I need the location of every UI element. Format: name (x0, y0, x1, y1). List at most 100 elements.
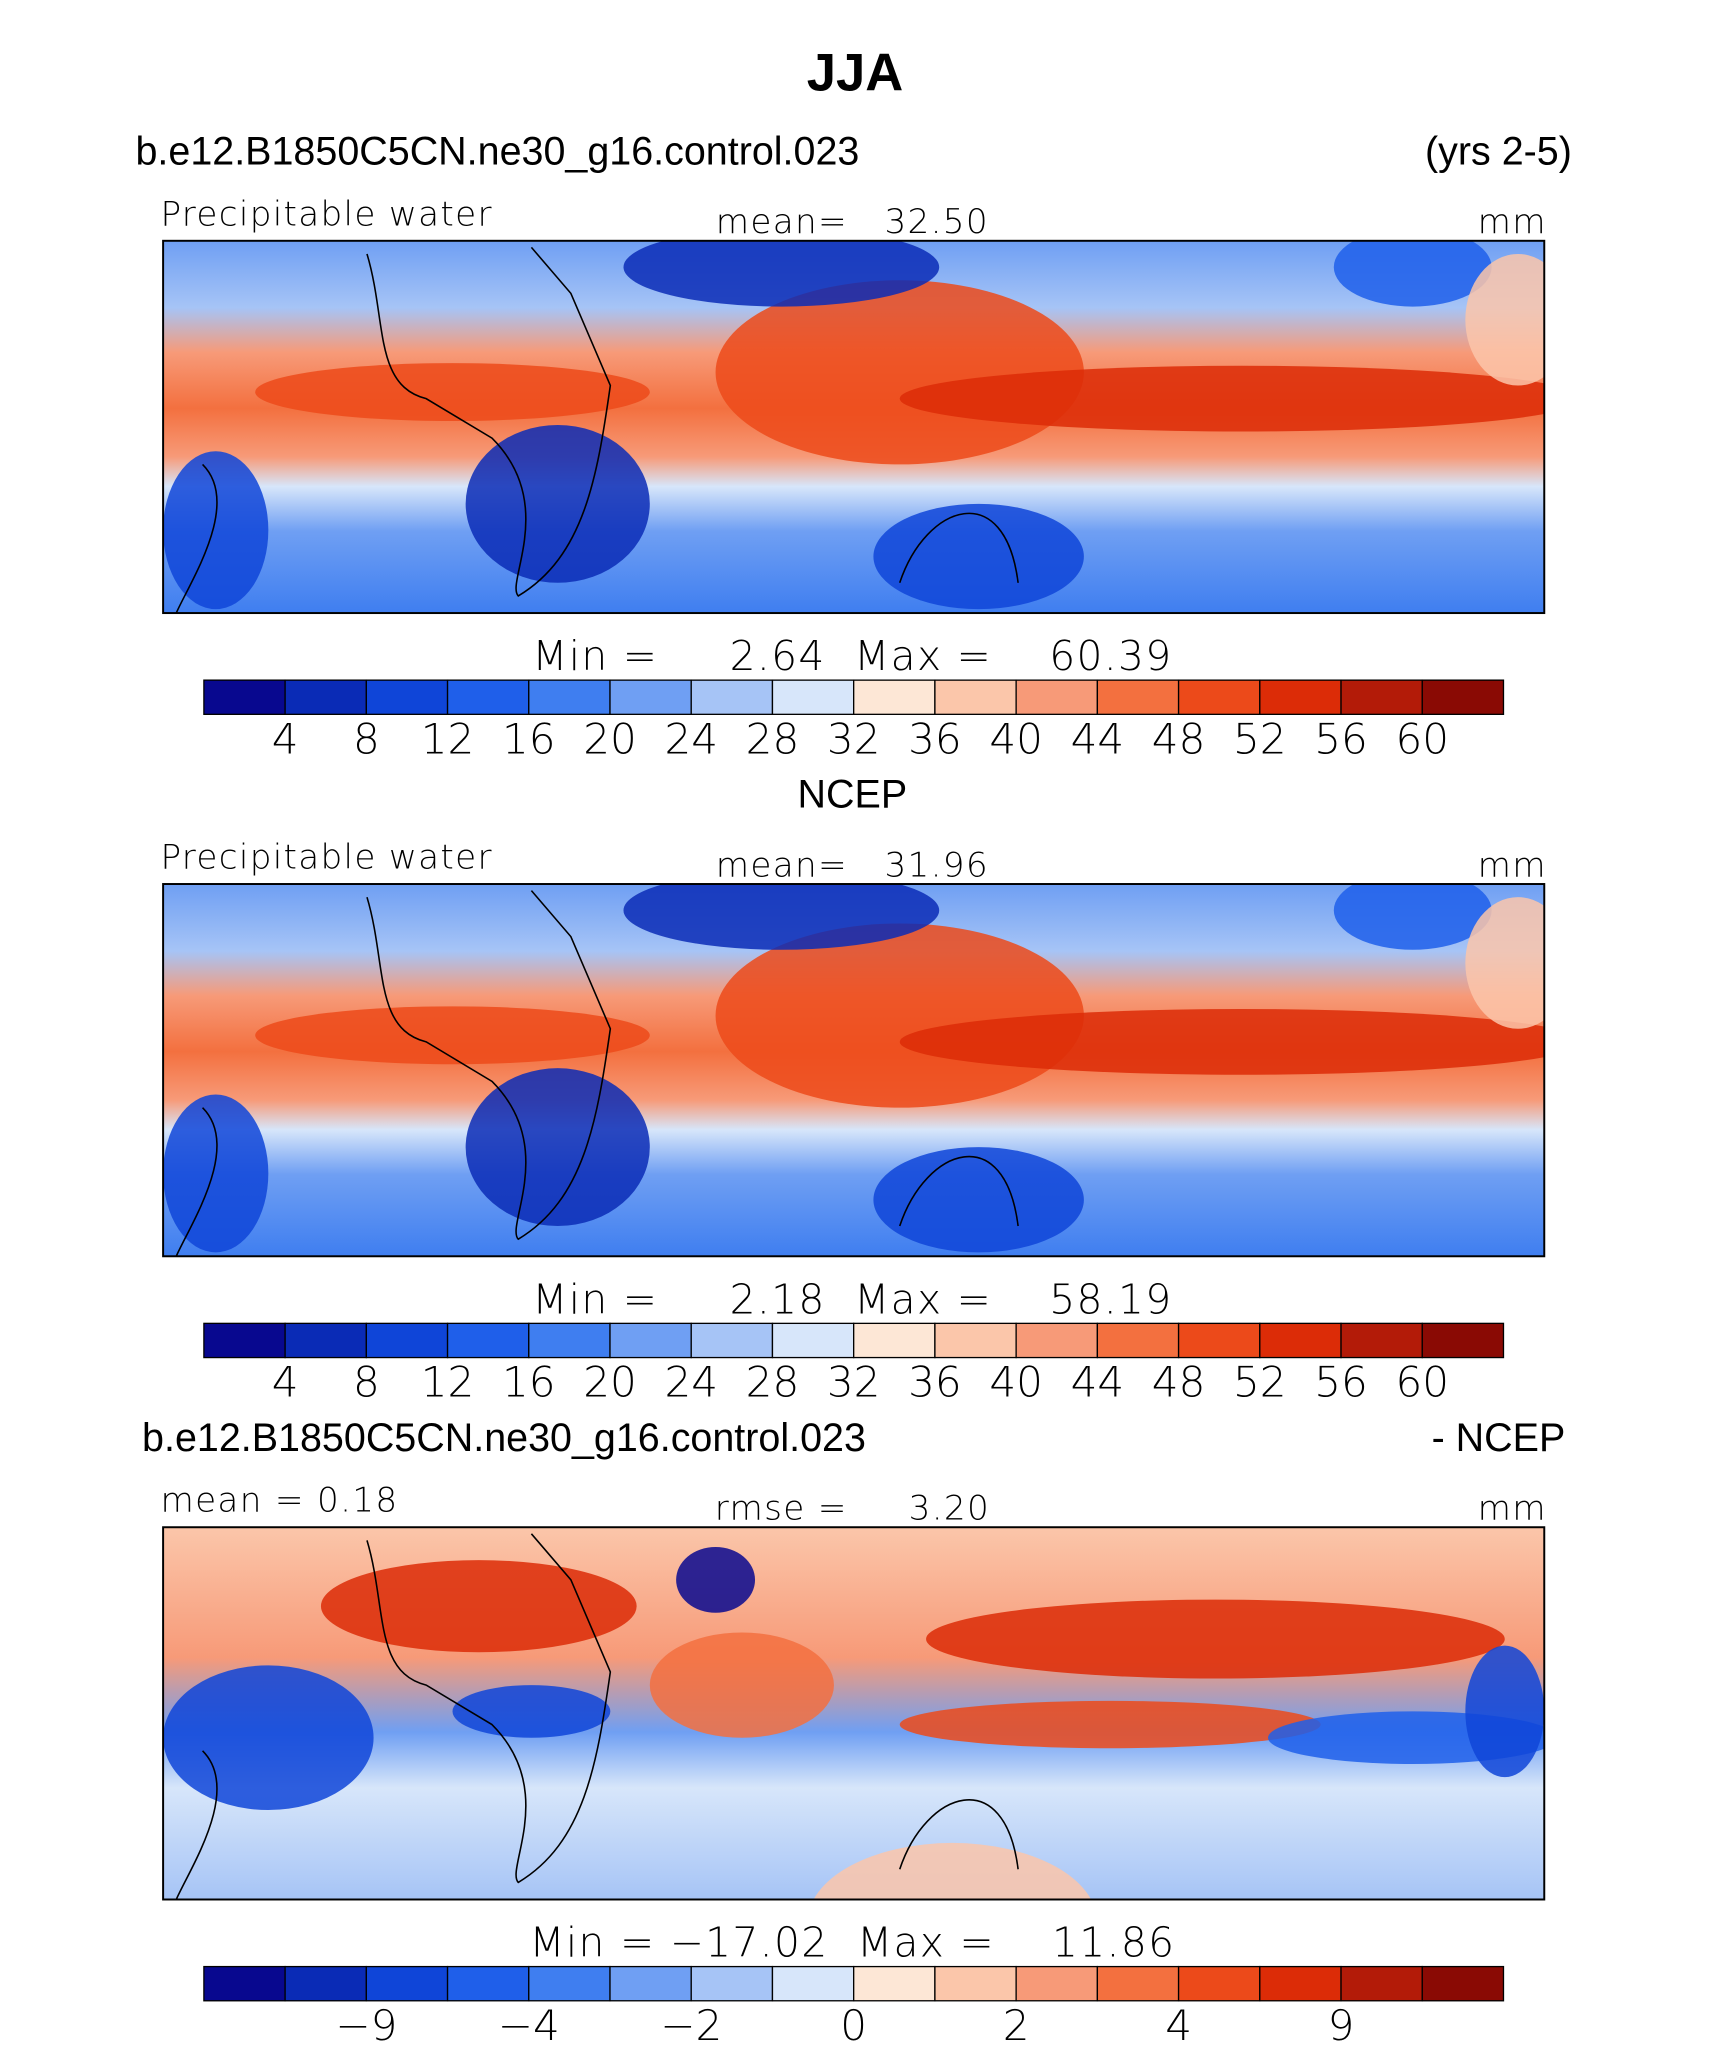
colorbar-box (1421, 1965, 1505, 2002)
left-label: mean = 0.18 (160, 1481, 398, 1521)
colorbar-box (1015, 1965, 1099, 2002)
colorbar-label: 4 (1165, 2001, 1192, 2050)
field-blob (163, 451, 269, 610)
colorbar-box (1259, 679, 1342, 715)
min-max-label: Min = 2.18 Max = 58.19 (532, 1275, 1172, 1323)
colorbar-label: 40 (989, 714, 1043, 763)
colorbar-box (690, 1322, 774, 1359)
field-blob (1333, 884, 1492, 950)
left-label: Precipitable water (160, 194, 492, 234)
colorbar-box (1340, 1965, 1423, 2002)
colorbar-label: 60 (1395, 714, 1449, 763)
colorbar-box (446, 1322, 530, 1359)
field-blob (1465, 1645, 1545, 1778)
field-blob (452, 1685, 611, 1738)
figure-title: JJA (807, 43, 904, 102)
min-max-label: Min = −17.02 Max = 11.86 (529, 1919, 1175, 1967)
colorbar-label: 40 (989, 1358, 1043, 1407)
colorbar-box (690, 1965, 774, 2002)
coastline (175, 1533, 1019, 1900)
center-label: mean= 31.96 (716, 845, 989, 885)
colorbar-label: 36 (908, 1358, 962, 1407)
colorbar-label: 0 (840, 2001, 867, 2050)
field-blob (899, 365, 1545, 432)
field-blob (163, 1665, 374, 1811)
field-blob (873, 503, 1084, 610)
colorbar-label: 16 (502, 714, 556, 763)
colorbar-box (771, 1322, 855, 1359)
colorbar-box (203, 1965, 286, 2002)
colorbar-box (528, 679, 611, 715)
colorbar-label: 12 (421, 1358, 475, 1407)
colorbar-box (1340, 679, 1423, 715)
colorbar-label: 8 (353, 714, 380, 763)
colorbar-box (771, 1965, 855, 2002)
colorbar-box (365, 1322, 449, 1359)
colorbar-label: 2 (1003, 2001, 1030, 2050)
colorbar-box (853, 679, 936, 715)
center-label: mean= 32.50 (716, 202, 989, 242)
colorbar-box (1177, 1965, 1261, 2002)
right-label: mm (1478, 202, 1547, 242)
colorbar-label: 60 (1395, 1358, 1449, 1407)
colorbar-box (446, 1965, 530, 2002)
panel-right-title: (yrs 2-5) (1425, 129, 1572, 173)
colorbar-box (771, 679, 855, 715)
min-max-label: Min = 2.64 Max = 60.39 (532, 632, 1172, 680)
map-frame (162, 883, 1546, 1258)
colorbar-label: 28 (746, 1358, 800, 1407)
center-label: rmse = 3.20 (715, 1489, 990, 1529)
map-field (163, 240, 1545, 614)
colorbar-label: −9 (335, 2001, 397, 2050)
colorbar-box (1259, 1965, 1342, 2002)
map-frame (162, 1526, 1546, 1901)
colorbar-box (1177, 1322, 1261, 1359)
colorbar-label: 52 (1233, 714, 1287, 763)
field-blob (899, 1700, 1321, 1749)
colorbar-box (365, 1965, 449, 2002)
colorbar-label: 56 (1314, 1358, 1368, 1407)
field-blob (1465, 897, 1545, 1029)
field-blob (163, 1094, 269, 1253)
colorbar-label: 4 (272, 1358, 299, 1407)
field-blob (813, 1842, 1092, 1900)
colorbar-label: 56 (1314, 714, 1368, 763)
colorbar-box (934, 1322, 1017, 1359)
colorbar-box (1096, 1965, 1180, 2002)
colorbar-label: −2 (660, 2001, 722, 2050)
field-blob (715, 280, 1084, 465)
map-field (163, 1527, 1545, 1900)
field-blob (1333, 240, 1492, 307)
colorbar-label: 24 (664, 1358, 718, 1407)
colorbar-label: 8 (353, 1358, 380, 1407)
colorbar-box (365, 679, 449, 715)
panel-left-title: b.e12.B1850C5CN.ne30_g16.control.023 (135, 129, 859, 173)
colorbar-box (528, 1322, 611, 1359)
field-blob (255, 363, 650, 422)
colorbar-box (284, 1322, 367, 1359)
panel-right-title: - NCEP (1432, 1416, 1566, 1460)
map-field (163, 884, 1545, 1257)
colorbar-box (1259, 1322, 1342, 1359)
right-label: mm (1478, 1489, 1547, 1529)
colorbar-box (446, 679, 530, 715)
field-blob (676, 1546, 756, 1613)
colorbar-box (1177, 679, 1261, 715)
colorbar-box (203, 679, 286, 715)
colorbar-box (609, 1965, 692, 2002)
field-blob (623, 884, 940, 950)
colorbar-box (934, 679, 1017, 715)
colorbar-box (203, 1322, 286, 1359)
colorbar-label: 32 (827, 714, 881, 763)
colorbar-box (609, 1322, 692, 1359)
colorbar-box (1015, 679, 1099, 715)
field-blob (873, 1147, 1084, 1253)
colorbar-label: 44 (1071, 714, 1125, 763)
colorbar-box (690, 679, 774, 715)
colorbar-label: 4 (272, 714, 299, 763)
colorbar-box (1096, 679, 1180, 715)
colorbar-box (853, 1322, 936, 1359)
colorbar-label: 16 (502, 1358, 556, 1407)
